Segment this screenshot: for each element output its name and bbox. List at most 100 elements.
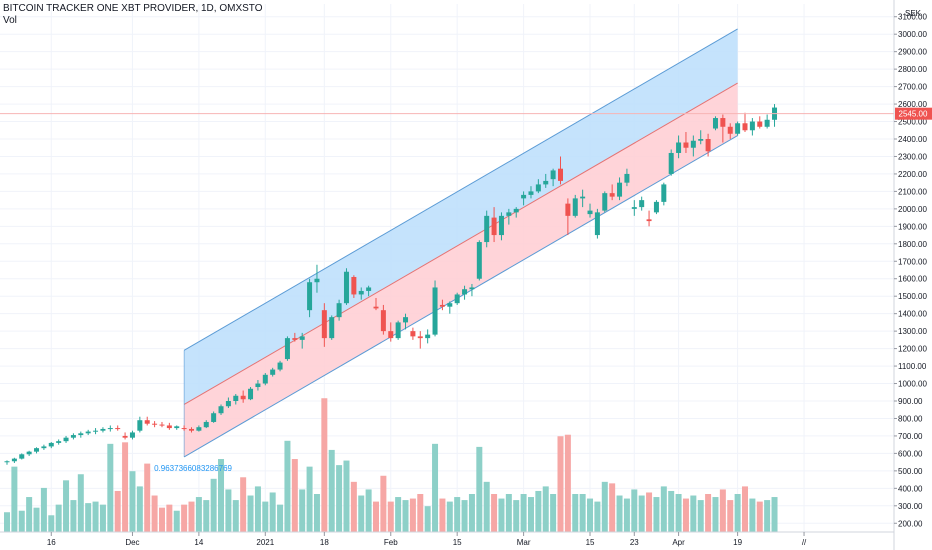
candle-body xyxy=(100,428,106,431)
volume-bar xyxy=(432,443,439,532)
candle-body xyxy=(727,126,733,134)
volume-bar xyxy=(151,495,158,532)
price-tick-label: 2300.00 xyxy=(898,152,927,161)
volume-bar xyxy=(365,489,372,532)
volume-bar xyxy=(380,475,387,532)
candle-body xyxy=(343,271,349,304)
candle-body xyxy=(314,278,320,283)
volume-bar xyxy=(527,497,534,532)
candle-body xyxy=(152,423,158,425)
candle-body xyxy=(166,425,172,429)
volume-bar xyxy=(299,489,306,532)
volume-bar xyxy=(616,495,623,532)
candle-body xyxy=(543,180,549,185)
candle-body xyxy=(558,168,563,181)
candle-body xyxy=(321,310,327,339)
volume-bar xyxy=(742,486,748,532)
volume-bar xyxy=(144,463,151,532)
candle-body xyxy=(270,369,276,375)
candle-body xyxy=(491,217,497,236)
volume-bar xyxy=(40,487,47,532)
symbol-title[interactable]: BITCOIN TRACKER ONE XBT PROVIDER, 1D, OM… xyxy=(3,3,263,14)
candle-body xyxy=(432,287,438,335)
candle-body xyxy=(48,442,54,447)
candle-body xyxy=(476,242,482,279)
volume-bar xyxy=(675,494,682,532)
volume-bar xyxy=(505,494,512,532)
price-tick-label: 500.00 xyxy=(898,467,923,476)
candle-body xyxy=(78,433,84,436)
candle-body xyxy=(388,331,394,339)
time-tick-label: 18 xyxy=(320,538,329,547)
time-tick-label: 2021 xyxy=(256,538,274,547)
candle-body xyxy=(712,118,718,129)
candle-body xyxy=(624,173,630,183)
time-tick-label: 15 xyxy=(453,538,462,547)
volume-bar xyxy=(358,495,365,532)
candle-body xyxy=(255,383,261,388)
volume-bar xyxy=(291,459,298,532)
volume-bar xyxy=(712,497,719,532)
volume-bar xyxy=(99,504,106,532)
volume-bar xyxy=(705,494,712,532)
candle-body xyxy=(535,184,541,192)
volume-bar xyxy=(609,483,616,532)
volume-bar xyxy=(254,486,261,532)
volume-bar xyxy=(638,495,645,532)
volume-bar xyxy=(535,490,542,532)
volume-bar xyxy=(166,504,173,532)
candle-body xyxy=(34,448,40,452)
volume-bar xyxy=(247,495,254,532)
volume-bar xyxy=(668,490,675,532)
volume-bar xyxy=(756,501,763,532)
volume-bar xyxy=(328,449,335,532)
candle-body xyxy=(218,406,224,414)
time-tick-label: Apr xyxy=(672,538,685,547)
volume-bar xyxy=(313,494,320,532)
price-tick-label: 2500.00 xyxy=(898,118,927,127)
candle-body xyxy=(248,388,254,400)
candle-body xyxy=(698,139,704,141)
price-tick-label: 300.00 xyxy=(898,502,923,511)
currency-label: SEK xyxy=(905,9,922,18)
lower-channel-line xyxy=(183,135,738,458)
candle-body xyxy=(240,395,246,400)
volume-bar xyxy=(623,498,630,532)
candle-body xyxy=(602,193,608,211)
candle-body xyxy=(683,142,689,148)
price-tick-label: 700.00 xyxy=(898,432,923,441)
candle-body xyxy=(417,336,423,339)
candle-body xyxy=(676,142,682,153)
candle-body xyxy=(668,152,674,174)
candle-body xyxy=(63,437,69,442)
time-tick-label: 16 xyxy=(47,538,56,547)
candle-body xyxy=(351,276,357,295)
time-tick-label: 23 xyxy=(630,538,639,547)
volume-indicator-label[interactable]: Vol xyxy=(3,15,17,26)
volume-bar xyxy=(483,481,490,532)
price-tick-label: 800.00 xyxy=(898,414,923,423)
regression-midline xyxy=(183,82,738,405)
candle-body xyxy=(4,461,10,463)
volume-bar xyxy=(631,489,638,532)
volume-bar xyxy=(520,494,527,532)
candle-body xyxy=(11,458,17,462)
volume-bar xyxy=(277,504,284,532)
candle-body xyxy=(19,454,25,459)
regression-channel xyxy=(183,28,738,458)
volume-bar xyxy=(727,500,734,532)
volume-bar xyxy=(33,507,40,532)
volume-bar xyxy=(107,443,114,532)
price-axis[interactable]: 200.00 300.00 400.00 500.00 600.00 700.00 800.… xyxy=(893,0,932,550)
time-tick-label: 19 xyxy=(733,538,742,547)
candle-body xyxy=(757,121,763,127)
candle-body xyxy=(26,451,32,455)
time-axis[interactable]: 16 Dec 14 2021 18 Feb 15 Mar 15 23 Apr 19 // xyxy=(0,531,894,547)
candle-body xyxy=(211,413,217,422)
candle-body xyxy=(735,123,741,134)
price-tick-label: 1200.00 xyxy=(898,345,927,354)
volume-bar xyxy=(402,500,409,532)
price-tick-label: 1000.00 xyxy=(898,380,927,389)
volume-bar xyxy=(306,466,313,532)
